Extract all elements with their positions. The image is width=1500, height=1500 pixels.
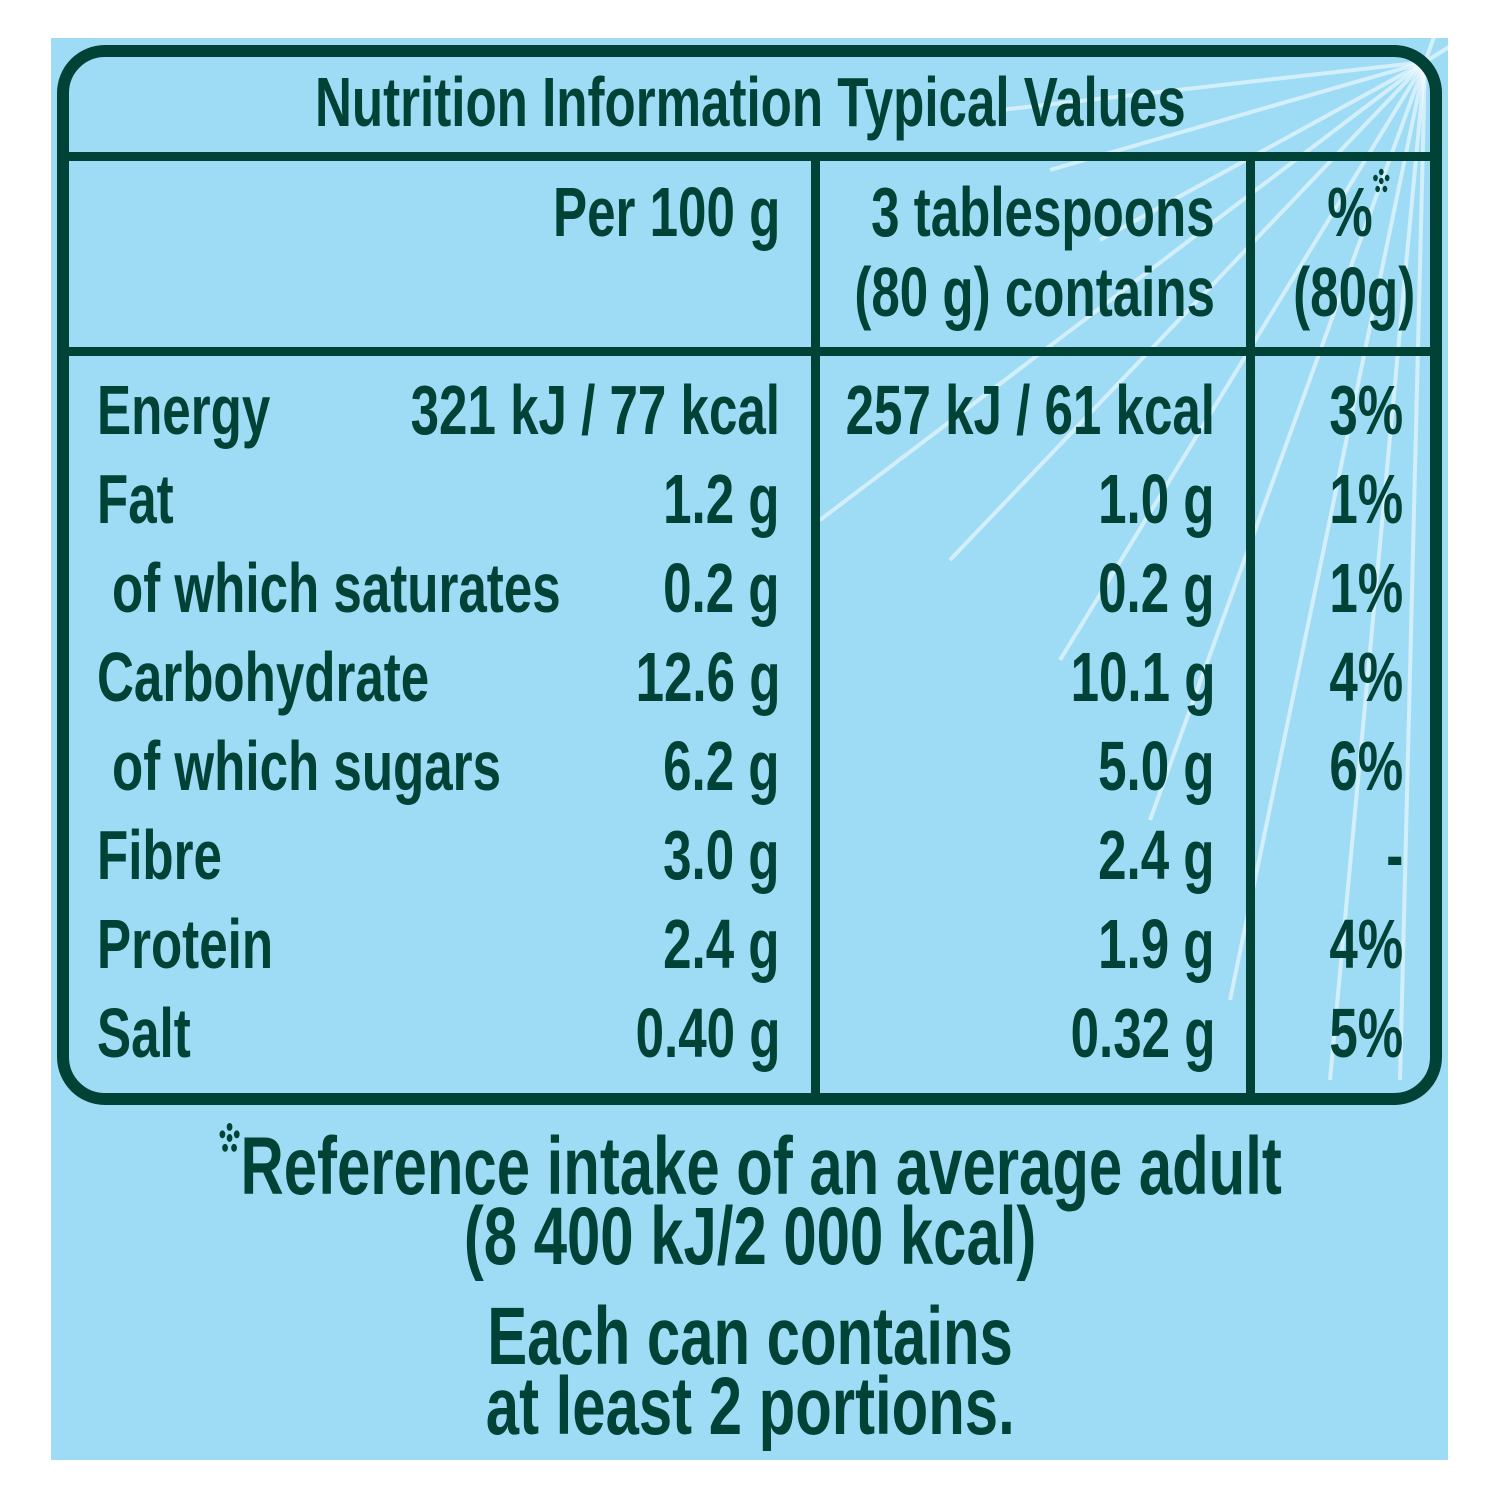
per-100g-value: 6.2 g: [663, 727, 780, 805]
per-100g-value: 1.2 g: [663, 460, 780, 538]
portions-note-line2: at least 2 portions.: [485, 1361, 1015, 1452]
header-ri-line2: (80g): [1292, 253, 1415, 331]
per-portion-value: 5.0 g: [1098, 727, 1215, 805]
per-portion-value: 10.1 g: [1070, 638, 1215, 716]
nutrient-label: Carbohydrate: [97, 638, 430, 716]
per-portion-value: 1.0 g: [1098, 460, 1215, 538]
reference-intake-percent: -: [1385, 816, 1403, 894]
nutrition-table-frame: [57, 45, 1442, 1105]
per-100g-value: 2.4 g: [663, 905, 780, 983]
column-divider: [1246, 156, 1255, 1093]
reference-intake-percent: 5%: [1329, 994, 1403, 1072]
reference-intake-percent: 3%: [1329, 371, 1403, 449]
reference-intake-percent: 4%: [1329, 638, 1403, 716]
footnote-line1: Reference intake of an average adult: [0, 1122, 1500, 1211]
per-portion-value: 1.9 g: [1098, 905, 1215, 983]
per-portion-value: 2.4 g: [1098, 816, 1215, 894]
reference-intake-percent: 1%: [1329, 460, 1403, 538]
reference-intake-percent: 4%: [1329, 905, 1403, 983]
per-100g-value: 0.2 g: [663, 549, 780, 627]
per-100g-value: 12.6 g: [635, 638, 780, 716]
asterisk-dots-icon: [219, 1122, 240, 1152]
column-divider: [811, 156, 820, 1093]
per-100g-value: 0.40 g: [635, 994, 780, 1072]
per-100g-value: 3.0 g: [663, 816, 780, 894]
table-title: Nutrition Information Typical Values: [314, 63, 1186, 141]
nutrient-label: Protein: [97, 905, 274, 983]
header-portion-line1: 3 tablespoons: [871, 173, 1215, 251]
reference-intake-percent: 1%: [1329, 549, 1403, 627]
reference-intake-percent: 6%: [1329, 727, 1403, 805]
asterisk-dots-icon: [1373, 168, 1390, 193]
header-ri-line1: %: [1304, 168, 1390, 257]
title-divider: [63, 152, 1436, 161]
nutrient-label: Salt: [97, 994, 191, 1072]
nutrient-label: Fibre: [97, 816, 222, 894]
header-divider: [63, 347, 1436, 356]
label-background: [51, 38, 1448, 1460]
footnote-line2: (8 400 kJ/2 000 kcal): [463, 1191, 1037, 1282]
per-portion-value: 257 kJ / 61 kcal: [845, 371, 1215, 449]
per-portion-value: 0.2 g: [1098, 549, 1215, 627]
header-portion-line2: (80 g) contains: [854, 253, 1215, 331]
nutrient-label: of which saturates: [112, 549, 561, 627]
header-per-100g: Per 100 g: [552, 173, 780, 251]
portions-note-line1: Each can contains: [487, 1291, 1013, 1382]
per-portion-value: 0.32 g: [1070, 994, 1215, 1072]
nutrient-label: Fat: [97, 460, 174, 538]
nutrient-label: Energy: [97, 371, 271, 449]
nutrient-label: of which sugars: [112, 727, 501, 805]
per-100g-value: 321 kJ / 77 kcal: [410, 371, 780, 449]
